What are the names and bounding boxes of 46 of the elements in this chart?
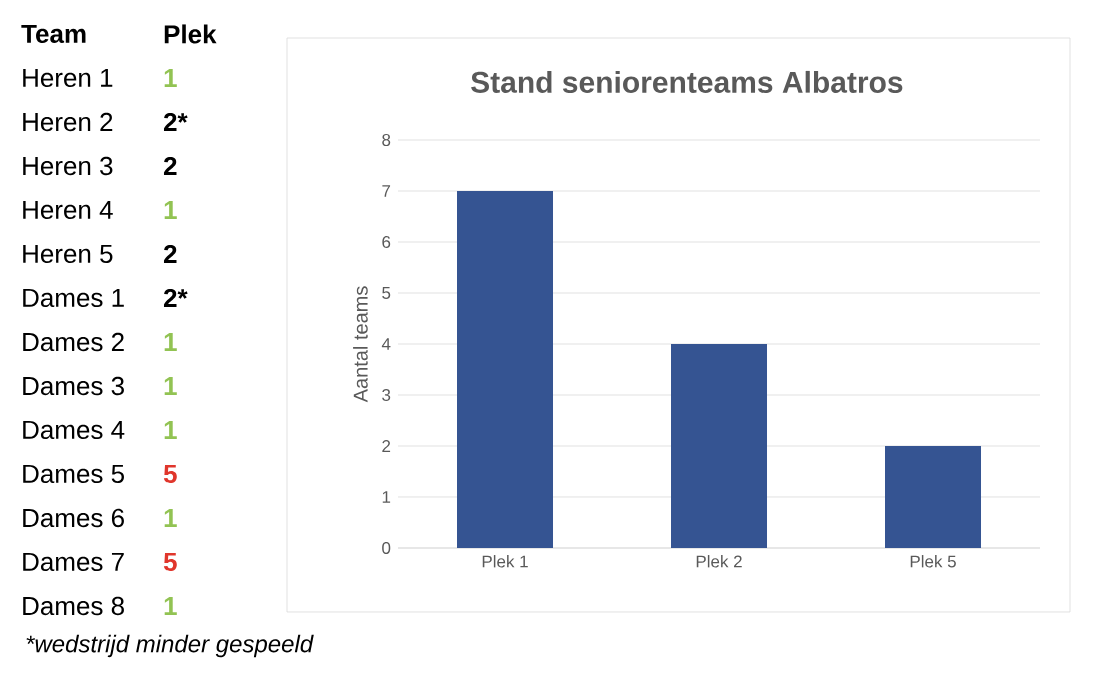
- category-label: Dames 2: [23, 332, 124, 352]
- category-label: Dames 4: [23, 420, 125, 440]
- text: *wedstrijd minder gespeeld: [26, 634, 314, 658]
- category-label: Heren 4: [23, 200, 113, 220]
- y-tick-label: 8: [382, 134, 391, 147]
- bar: [885, 445, 981, 548]
- y-axis-title: Aantal teams: [353, 286, 368, 403]
- text: 2*: [163, 112, 188, 132]
- category-label: Heren 2: [23, 112, 113, 132]
- text: 2*: [163, 288, 188, 308]
- category-label: Dames 1: [23, 288, 124, 308]
- text: 1: [164, 377, 177, 395]
- bar: [671, 343, 767, 548]
- y-tick-label: 2: [382, 440, 391, 452]
- category-label: Heren 5: [23, 244, 113, 264]
- bar: [457, 191, 553, 548]
- y-tick-label: 0: [382, 541, 391, 554]
- text: Plek: [164, 24, 217, 44]
- text: Team: [21, 24, 86, 44]
- y-tick-label: 1: [382, 491, 391, 503]
- text: 5: [163, 464, 177, 484]
- x-tick-label: Plek 2: [696, 555, 742, 568]
- y-tick-label: 4: [381, 338, 391, 350]
- text: 5: [163, 552, 177, 572]
- text: 1: [164, 509, 177, 527]
- text: 1: [164, 597, 177, 615]
- text: 2: [163, 244, 177, 264]
- category-label: Heren 1: [23, 68, 113, 88]
- text: 1: [164, 421, 177, 439]
- text: 1: [164, 69, 177, 87]
- category-label: Heren 3: [23, 156, 113, 176]
- x-tick-label: Plek 1: [482, 555, 528, 568]
- text: 1: [164, 333, 177, 351]
- category-label: Dames 3: [23, 376, 124, 396]
- category-label: Dames 5: [23, 464, 124, 484]
- y-tick-label: 7: [382, 185, 391, 197]
- chart-title: Stand seniorenteams Albatros: [471, 70, 903, 93]
- y-tick-label: 5: [382, 287, 391, 299]
- text: 2: [163, 156, 177, 176]
- x-tick-label: Plek 5: [910, 555, 956, 568]
- category-label: Dames 8: [23, 596, 124, 616]
- y-tick-label: 6: [382, 235, 391, 249]
- category-label: Dames 7: [23, 552, 124, 572]
- y-tick-label: 3: [382, 388, 391, 401]
- category-label: Dames 6: [23, 508, 124, 528]
- text: 1: [164, 201, 177, 219]
